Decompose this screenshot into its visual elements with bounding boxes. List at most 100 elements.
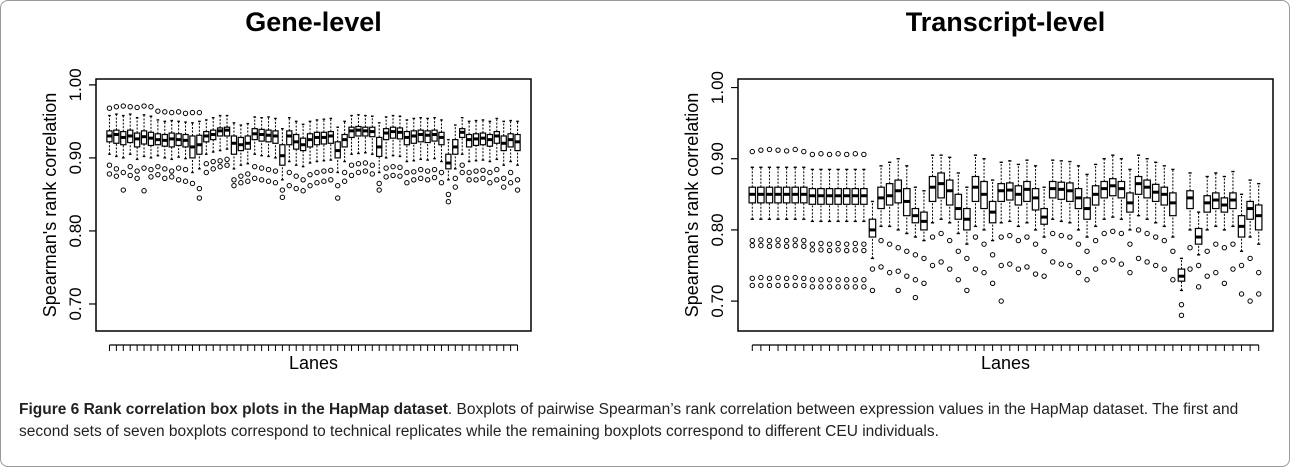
outlier — [766, 275, 773, 282]
charts: Gene-level 0.70 0.80 0.90 1.00 Spearman's ran… — [40, 7, 1274, 373]
box-plot — [937, 154, 945, 265]
box-plot — [963, 186, 971, 294]
outlier — [1238, 262, 1245, 269]
outlier — [307, 171, 313, 178]
box-plot — [438, 119, 445, 186]
outlier — [487, 180, 493, 186]
box-plot — [928, 154, 937, 269]
outlier — [252, 175, 258, 182]
outlier — [972, 266, 979, 272]
outlier — [418, 175, 424, 182]
outlier — [348, 162, 355, 168]
box-plot — [500, 120, 507, 190]
box-plot — [410, 117, 417, 183]
outlier — [1238, 291, 1245, 297]
box-plot — [445, 138, 452, 205]
y-tick-label: 0.80 — [708, 213, 727, 246]
box-plot — [237, 124, 245, 186]
box-plot — [472, 119, 480, 183]
outlier — [494, 166, 500, 173]
box-plot — [817, 151, 825, 290]
outlier — [912, 294, 919, 301]
outlier — [106, 171, 113, 177]
outlier — [775, 282, 781, 289]
outlier — [1135, 227, 1142, 233]
box-plot — [355, 114, 362, 176]
outlier — [835, 151, 841, 157]
caption-title: Figure 6 Rank correlation box plots in t… — [19, 401, 448, 418]
box-plot — [1014, 163, 1023, 272]
outlier — [835, 284, 841, 290]
outlier — [809, 241, 816, 247]
outlier — [826, 284, 833, 290]
outlier — [210, 166, 216, 172]
outlier — [766, 282, 773, 289]
outlier — [792, 146, 798, 153]
outlier — [852, 277, 858, 283]
outlier — [1195, 262, 1202, 269]
box-plot — [127, 104, 134, 179]
box-plot — [1091, 163, 1100, 272]
outlier — [148, 166, 154, 173]
outlier — [397, 173, 403, 179]
box-plot — [1126, 168, 1134, 276]
box-plot — [272, 117, 279, 186]
outlier — [1153, 262, 1159, 269]
outlier — [758, 242, 764, 249]
outlier — [362, 168, 369, 174]
outlier — [1204, 248, 1210, 254]
outlier — [1118, 261, 1125, 267]
outlier — [182, 178, 189, 184]
outlier — [141, 188, 147, 194]
outlier — [826, 151, 833, 158]
box-plot — [106, 105, 113, 177]
outlier — [307, 182, 313, 189]
outlier — [127, 104, 133, 110]
box — [945, 179, 954, 206]
outlier — [852, 284, 858, 290]
box-plot — [748, 148, 757, 289]
outlier — [1170, 277, 1176, 283]
outlier — [989, 280, 996, 287]
y-axis-label: Spearman's rank correlation — [40, 93, 60, 318]
plot-frame — [737, 78, 1274, 332]
outlier — [507, 169, 514, 176]
caption-text: . Boxplots of pairwise Spearman’s rank c… — [19, 401, 1239, 440]
outlier — [272, 180, 279, 186]
caption: Figure 6 Rank correlation box plots in t… — [19, 399, 1274, 443]
outlier — [1221, 245, 1228, 251]
outlier — [758, 274, 764, 281]
box-plot — [842, 151, 851, 290]
box-plot — [1246, 179, 1254, 304]
outlier — [196, 195, 203, 201]
plot-frame — [95, 78, 532, 332]
outlier — [155, 163, 161, 170]
outlier — [328, 177, 334, 183]
outlier — [473, 177, 479, 183]
outlier — [1032, 241, 1039, 247]
box — [1254, 204, 1263, 231]
outlier — [826, 277, 833, 283]
outlier — [341, 169, 348, 176]
outlier — [459, 162, 465, 168]
outlier — [775, 242, 781, 249]
outlier — [1127, 241, 1133, 247]
box-plot — [514, 120, 521, 193]
outlier — [286, 182, 292, 189]
outlier — [844, 151, 850, 158]
outlier — [480, 175, 486, 182]
box-plot — [258, 117, 265, 183]
outlier — [818, 247, 824, 253]
outlier — [134, 104, 140, 111]
outlier — [272, 168, 279, 174]
outlier — [203, 169, 209, 176]
outlier — [1101, 259, 1107, 265]
box — [113, 129, 120, 144]
outlier — [383, 165, 389, 171]
outlier — [217, 163, 223, 170]
outlier — [424, 168, 431, 174]
box-plot — [424, 117, 431, 183]
outlier — [473, 168, 479, 174]
outlier — [792, 274, 798, 281]
outlier — [749, 242, 755, 249]
